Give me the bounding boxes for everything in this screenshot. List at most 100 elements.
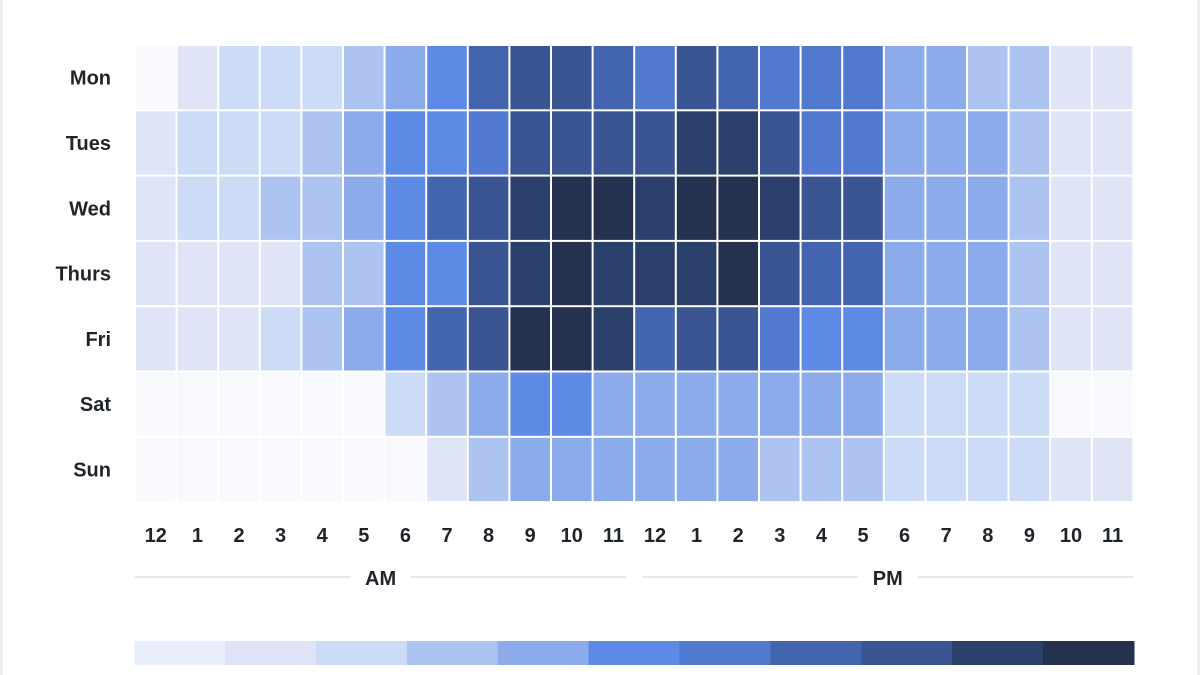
day-label-sun: Sun [73, 459, 111, 481]
heatmap-cell-wed-8 [468, 176, 509, 240]
heatmap-cell-thurs-1 [177, 241, 218, 306]
heatmap-cell-mon-11 [593, 46, 634, 110]
heatmap-cell-thurs-17 [843, 241, 883, 306]
legend-swatch-5 [588, 641, 680, 665]
heatmap-cell-sun-5 [344, 437, 384, 502]
heatmap-cell-thurs-7 [427, 241, 467, 306]
heatmap-cell-wed-17 [843, 176, 883, 240]
heatmap-cell-sun-0 [136, 437, 176, 502]
heatmap-cell-sun-23 [1092, 437, 1133, 502]
heatmap-cell-fri-20 [968, 307, 1008, 371]
heatmap-cell-tues-23 [1092, 111, 1133, 175]
heatmap-cell-fri-19 [926, 307, 966, 371]
hour-label-5: 5 [358, 525, 369, 547]
heatmap-cell-sun-13 [676, 437, 717, 502]
heatmap-cell-mon-13 [676, 46, 717, 110]
heatmap-cell-sat-15 [760, 372, 800, 436]
heatmap-cell-mon-6 [385, 46, 426, 110]
heatmap-cell-sun-4 [302, 437, 342, 502]
heatmap-cell-wed-20 [968, 176, 1008, 240]
heatmap-cell-mon-20 [968, 46, 1008, 110]
heatmap-cell-wed-0 [136, 176, 176, 240]
heatmap-cell-thurs-5 [344, 241, 384, 306]
heatmap-cell-mon-17 [843, 46, 883, 110]
heatmap-cell-thurs-8 [468, 241, 509, 306]
color-scale-legend [134, 641, 1135, 665]
heatmap-cell-sun-7 [427, 437, 467, 502]
day-label-sat: Sat [80, 394, 111, 416]
hour-label-17: 5 [857, 525, 868, 547]
heatmap-cell-mon-14 [718, 46, 758, 110]
heatmap-cells [136, 46, 1133, 502]
heatmap-cell-fri-6 [385, 307, 426, 371]
heatmap-cell-tues-11 [593, 111, 634, 175]
heatmap-cell-fri-7 [427, 307, 467, 371]
heatmap-cell-sun-14 [718, 437, 758, 502]
heatmap-cell-sat-9 [510, 372, 550, 436]
heatmap-cell-thurs-15 [760, 241, 800, 306]
period-label-pm: PM [873, 568, 903, 590]
hour-label-20: 8 [982, 525, 993, 547]
legend-swatch-2 [315, 641, 408, 665]
heatmap-cell-sat-13 [676, 372, 717, 436]
heatmap-cell-wed-5 [344, 176, 384, 240]
heatmap-cell-fri-13 [676, 307, 717, 371]
heatmap-cell-wed-10 [552, 176, 592, 240]
hour-label-0: 12 [145, 525, 167, 547]
heatmap-cell-tues-19 [926, 111, 966, 175]
heatmap-cell-thurs-22 [1051, 241, 1091, 306]
heatmap-cell-fri-21 [1009, 307, 1050, 371]
heatmap-cell-fri-12 [635, 307, 675, 371]
heatmap-cell-sun-12 [635, 437, 675, 502]
heatmap-cell-sat-16 [801, 372, 842, 436]
hour-label-2: 2 [233, 525, 244, 547]
hour-label-18: 6 [899, 525, 910, 547]
heatmap-cell-sun-10 [552, 437, 592, 502]
heatmap-cell-fri-14 [718, 307, 758, 371]
heatmap-cell-tues-2 [219, 111, 259, 175]
hour-label-22: 10 [1060, 525, 1082, 547]
heatmap-cell-thurs-20 [968, 241, 1008, 306]
heatmap-cell-tues-13 [676, 111, 717, 175]
heatmap-cell-fri-1 [177, 307, 218, 371]
heatmap-cell-tues-1 [177, 111, 218, 175]
heatmap-cell-wed-12 [635, 176, 675, 240]
day-label-fri: Fri [85, 329, 111, 351]
hour-labels: 12 1 2 3 4 5 6 7 8 9 10 11 12 1 2 3 4 5 6 7 8 9 10 11 [145, 525, 1124, 547]
heatmap-cell-tues-21 [1009, 111, 1050, 175]
heatmap-cell-fri-0 [136, 307, 176, 371]
heatmap-cell-fri-22 [1051, 307, 1091, 371]
period-label-am: AM [365, 568, 396, 590]
heatmap-cell-tues-8 [468, 111, 509, 175]
heatmap-cell-tues-3 [260, 111, 301, 175]
heatmap-cell-sun-15 [760, 437, 800, 502]
right-frame-border [1197, 0, 1200, 675]
hour-label-16: 4 [816, 525, 828, 547]
heatmap-cell-thurs-23 [1092, 241, 1133, 306]
heatmap-cell-tues-18 [884, 111, 925, 175]
heatmap-cell-sat-1 [177, 372, 218, 436]
heatmap-cell-mon-21 [1009, 46, 1050, 110]
heatmap-cell-sat-6 [385, 372, 426, 436]
hour-label-7: 7 [441, 525, 452, 547]
legend-swatch-6 [679, 641, 771, 665]
heatmap-cell-thurs-9 [510, 241, 550, 306]
heatmap-cell-tues-16 [801, 111, 842, 175]
heatmap-cell-sat-5 [344, 372, 384, 436]
heatmap-cell-fri-17 [843, 307, 883, 371]
heatmap-cell-tues-9 [510, 111, 550, 175]
heatmap-cell-mon-12 [635, 46, 675, 110]
heatmap-cell-sun-19 [926, 437, 966, 502]
hour-label-12: 12 [644, 525, 666, 547]
heatmap-cell-thurs-19 [926, 241, 966, 306]
hour-label-6: 6 [400, 525, 411, 547]
heatmap-cell-sat-12 [635, 372, 675, 436]
heatmap-cell-thurs-4 [302, 241, 342, 306]
heatmap-cell-thurs-6 [385, 241, 426, 306]
heatmap-cell-sun-8 [468, 437, 509, 502]
hour-label-23: 11 [1102, 525, 1123, 547]
hour-label-21: 9 [1024, 525, 1035, 547]
heatmap-cell-thurs-10 [552, 241, 592, 306]
heatmap-cell-tues-6 [385, 111, 426, 175]
heatmap-cell-wed-9 [510, 176, 550, 240]
